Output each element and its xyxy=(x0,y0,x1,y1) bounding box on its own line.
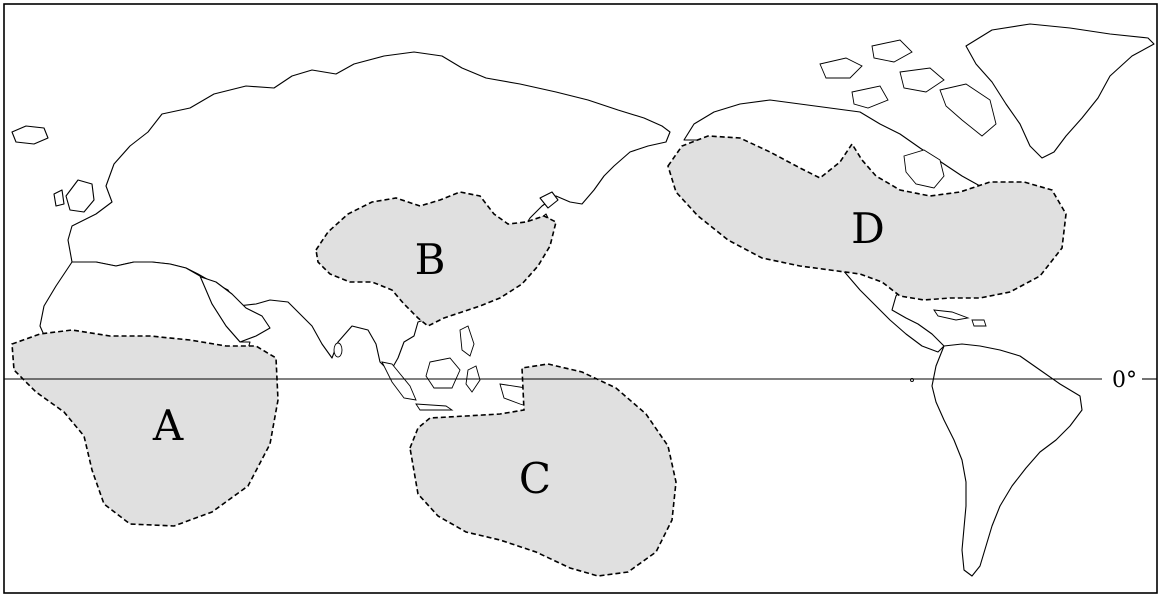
hispaniola-landmass xyxy=(971,319,987,327)
region-c-area xyxy=(409,363,677,577)
region-d-area xyxy=(667,135,1067,301)
hudson-bay-water xyxy=(903,149,945,189)
region-label-b: B xyxy=(415,235,446,284)
arctic-island-1 xyxy=(819,57,863,79)
java-landmass xyxy=(415,403,454,411)
equator-label: 0° xyxy=(1112,368,1137,393)
sumatra-landmass xyxy=(381,361,417,401)
philippines-landmass xyxy=(459,325,475,357)
region-label-d: D xyxy=(851,204,885,253)
arctic-island-2 xyxy=(871,39,913,63)
arctic-island-3 xyxy=(899,67,945,93)
borneo-landmass xyxy=(425,357,461,389)
hokkaido-landmass xyxy=(539,191,559,209)
region-b-area xyxy=(315,191,557,327)
british-isles-landmass xyxy=(65,179,95,213)
iceland-landmass xyxy=(11,125,49,145)
baffin-island-landmass xyxy=(939,83,997,137)
south-america-landmass xyxy=(931,343,1083,577)
cuba-landmass xyxy=(933,309,970,321)
region-label-a: A xyxy=(152,401,184,450)
ireland-landmass xyxy=(53,189,65,207)
region-label-c: C xyxy=(519,454,551,503)
arctic-island-4 xyxy=(851,85,889,109)
sri-lanka-landmass xyxy=(333,342,343,358)
greenland-landmass xyxy=(965,23,1155,159)
